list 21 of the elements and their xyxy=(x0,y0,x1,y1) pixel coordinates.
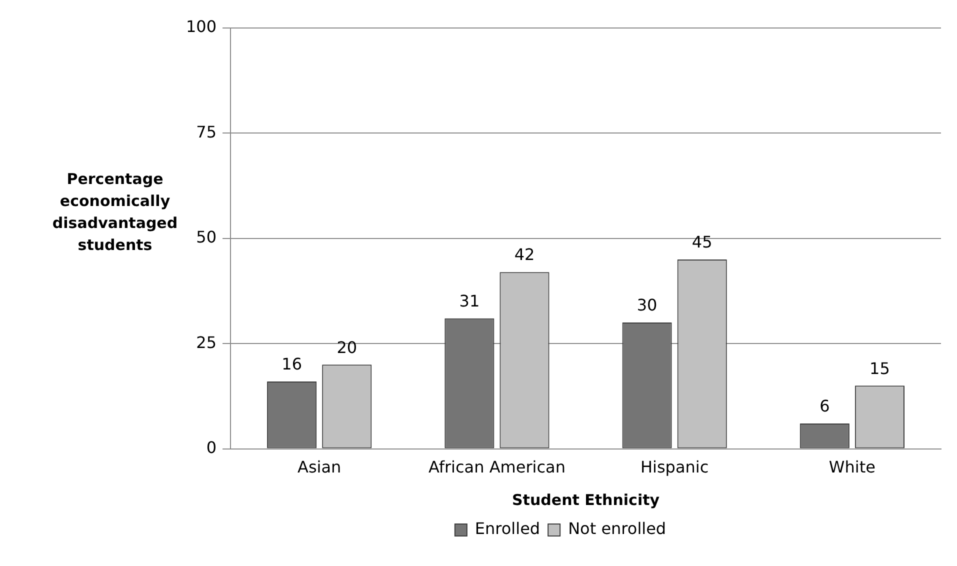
y-tick-label: 0 xyxy=(206,438,217,457)
data-label: 16 xyxy=(282,354,302,374)
data-label: 45 xyxy=(692,232,712,252)
x-tick-label: White xyxy=(828,458,876,477)
data-label: 42 xyxy=(514,245,535,264)
y-axis-title: Percentage economically disadvantaged students xyxy=(51,169,179,256)
x-tick-label: Hispanic xyxy=(640,458,709,477)
x-tick-label: African American xyxy=(428,458,566,477)
data-label: 30 xyxy=(636,296,658,315)
y-tick-label: 75 xyxy=(196,122,217,142)
x-tick-label: Asian xyxy=(298,458,342,477)
data-label: 31 xyxy=(459,292,480,311)
data-label: 6 xyxy=(820,396,830,416)
y-tick-label: 50 xyxy=(196,228,217,247)
x-axis-title: Student Ethnicity xyxy=(512,490,660,509)
data-label: 20 xyxy=(336,338,358,357)
data-label: 15 xyxy=(870,358,890,378)
y-tick-label: 100 xyxy=(186,17,217,36)
legend-label: Not enrolled xyxy=(568,519,666,538)
y-tick-label: 25 xyxy=(196,332,217,352)
legend-label: Enrolled xyxy=(474,519,540,538)
